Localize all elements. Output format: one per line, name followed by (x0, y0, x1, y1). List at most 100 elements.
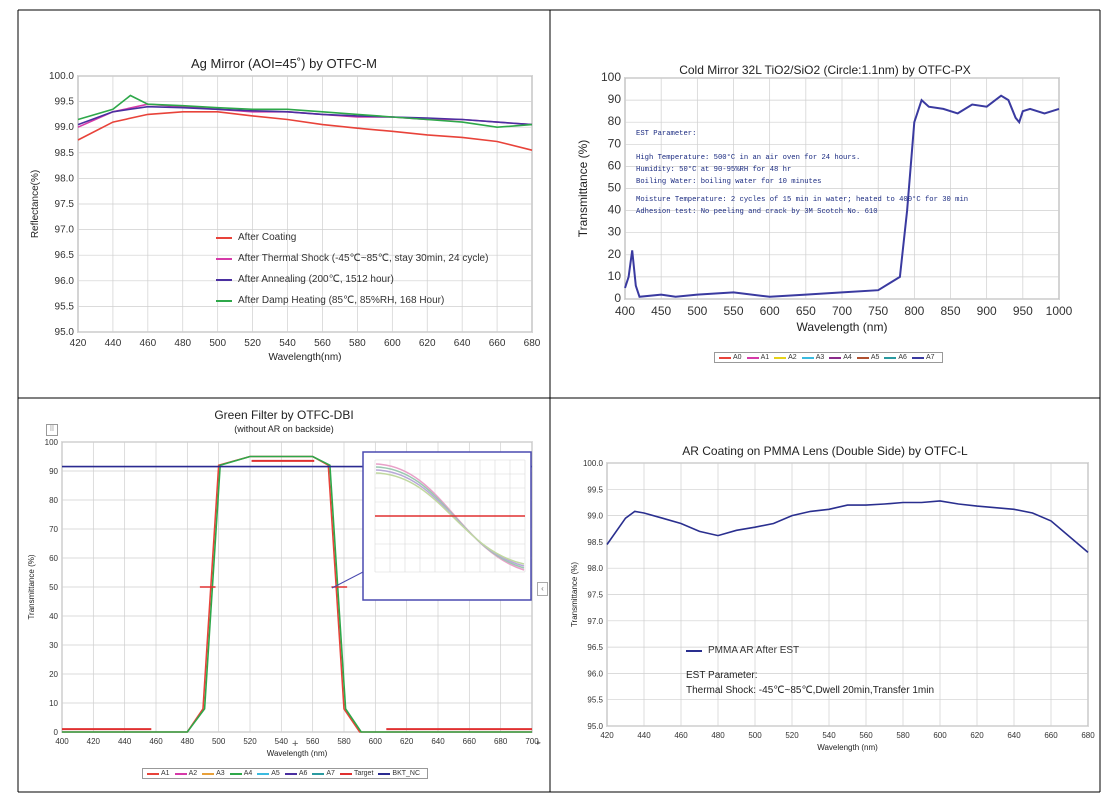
legend-label: A2 (788, 354, 797, 361)
legend-label: After Annealing (200℃, 1512 hour) (238, 274, 394, 285)
y-tick-label: 100.0 (583, 459, 604, 468)
ar-coating-chart: 95.0 95.5 96.0 96.5 97.0 97.5 98.0 98.5 99.0 99.5… (570, 459, 1095, 752)
y-tick-label: 99.0 (587, 512, 603, 521)
y-tick-label: 95.0 (55, 327, 75, 338)
y-tick-label: 96.5 (55, 250, 75, 261)
legend-item: Target (339, 770, 374, 777)
x-tick-label: 560 (314, 338, 331, 349)
x-tick-label: 500 (748, 731, 762, 740)
legend-label: A1 (760, 354, 770, 361)
y-tick-label: 0 (54, 728, 59, 737)
x-tick-label: 680 (494, 737, 508, 746)
x-tick-label: 640 (431, 737, 445, 746)
expand-icon[interactable]: ▸ (537, 738, 542, 747)
x-tick-label: 680 (1081, 731, 1095, 740)
series-line (77, 111, 533, 151)
series-line (606, 500, 1089, 554)
legend-label: A7 (326, 770, 335, 777)
series-line (77, 94, 533, 129)
x-tick-label: 420 (87, 737, 101, 746)
chart-title: Ag Mirror (AOI=45˚) by OTFC-M (191, 56, 377, 71)
y-tick-label: 100 (45, 438, 59, 447)
x-tick-label: 750 (868, 304, 888, 318)
legend: A1 A2 A3 A4 A5 A6 A7 Target BKT_NC (142, 768, 429, 779)
legend-item: A7 (911, 354, 935, 361)
y-tick-label: 97.0 (55, 225, 75, 236)
legend-label: A7 (925, 354, 935, 361)
x-tick-label: 440 (637, 731, 651, 740)
inset-box (362, 451, 532, 601)
legend-label: A1 (161, 770, 170, 777)
y-tick-label: 90 (608, 92, 622, 106)
ag-mirror-chart: 95.0 95.5 96.0 96.5 97.0 97.5 98.0 98.5 99.0 99.5… (30, 71, 541, 363)
legend-item: A1 (746, 354, 770, 361)
y-tick-label: 20 (49, 670, 58, 679)
x-tick-label: 620 (400, 737, 414, 746)
x-tick-label: 660 (489, 338, 506, 349)
y-tick-label: 90 (49, 467, 58, 476)
series-line (77, 105, 533, 126)
legend-item: PMMA AR After EST (686, 645, 799, 656)
legend-item: A4 (829, 354, 852, 361)
legend-label: A3 (216, 770, 225, 777)
y-tick-label: 98.5 (587, 538, 603, 547)
y-tick-label: 10 (49, 699, 58, 708)
x-tick-label: 520 (243, 737, 257, 746)
cold-mirror-chart: 0 10 20 30 40 50 60 70 80 90 100 400 450 500 550 600 650… (576, 70, 1073, 334)
x-tick-label: 1000 (1046, 304, 1073, 318)
x-axis-label: Wavelength(nm) (269, 352, 342, 363)
y-tick-label: 50 (608, 181, 622, 195)
panel-ar-coating: AR Coating on PMMA Lens (Double Side) by… (552, 400, 1098, 790)
x-tick-label: 900 (977, 304, 997, 318)
x-tick-label: 850 (940, 304, 960, 318)
legend-label: BKT_NC (392, 770, 421, 777)
x-tick-label: 460 (149, 737, 163, 746)
y-tick-label: 20 (608, 247, 622, 261)
y-tick-label: 98.5 (55, 148, 75, 159)
x-tick-label: 600 (384, 338, 401, 349)
x-tick-label: 560 (859, 731, 873, 740)
legend-item: BKT_NC (378, 770, 420, 777)
y-axis-label: Transmittance (%) (576, 140, 590, 238)
legend-label: PMMA AR After EST (708, 645, 800, 656)
x-tick-label: 560 (306, 737, 320, 746)
x-tick-label: 480 (174, 338, 191, 349)
collapse-arrow-icon[interactable]: ‹ (537, 582, 548, 596)
crosshair-icon[interactable]: + (292, 738, 299, 750)
y-tick-label: 0 (614, 291, 621, 305)
x-tick-label: 580 (349, 338, 366, 349)
series-line (624, 94, 1060, 298)
menu-handle-icon[interactable]: ⠿ (46, 424, 58, 436)
legend-label: A4 (843, 354, 852, 361)
x-tick-label: 680 (524, 338, 541, 349)
x-tick-label: 640 (1007, 731, 1021, 740)
x-tick-label: 600 (760, 304, 780, 318)
chart-subtitle: (without AR on backside) (234, 424, 334, 434)
legend-label: A3 (815, 354, 825, 361)
x-tick-label: 600 (933, 731, 947, 740)
y-tick-label: 95.5 (55, 301, 75, 312)
y-axis-label: Transmittance (%) (27, 554, 36, 619)
x-tick-label: 620 (419, 338, 436, 349)
x-tick-label: 440 (118, 737, 132, 746)
green-filter-chart: 0 10 20 30 40 50 60 70 80 90 100 400 420 440 460 480 500… (27, 438, 539, 758)
legend-label: A5 (870, 354, 880, 361)
y-tick-label: 97.0 (587, 617, 603, 626)
legend-label: A6 (298, 770, 308, 777)
x-tick-label: 700 (525, 737, 539, 746)
y-tick-label: 60 (49, 554, 58, 563)
inset-curve (375, 463, 525, 571)
y-tick-label: 99.0 (55, 122, 75, 133)
y-tick-label: 97.5 (587, 591, 603, 600)
x-tick-label: 500 (209, 338, 226, 349)
legend-label: A0 (733, 354, 742, 361)
y-tick-label: 97.5 (55, 199, 75, 210)
note-text: Adhesion test: No peeling and crack by 3… (636, 208, 878, 216)
y-axis-label: Transmittance (%) (570, 562, 579, 627)
note-text: Moisture Temperature: 2 cycles of 15 min… (636, 196, 969, 204)
legend-label: Target (353, 770, 374, 777)
x-axis-label: Wavelength (nm) (817, 743, 878, 752)
y-tick-label: 96.0 (55, 276, 75, 287)
panel-green-filter: Green Filter by OTFC-DBI (without AR on … (20, 400, 548, 790)
x-tick-label: 500 (687, 304, 707, 318)
